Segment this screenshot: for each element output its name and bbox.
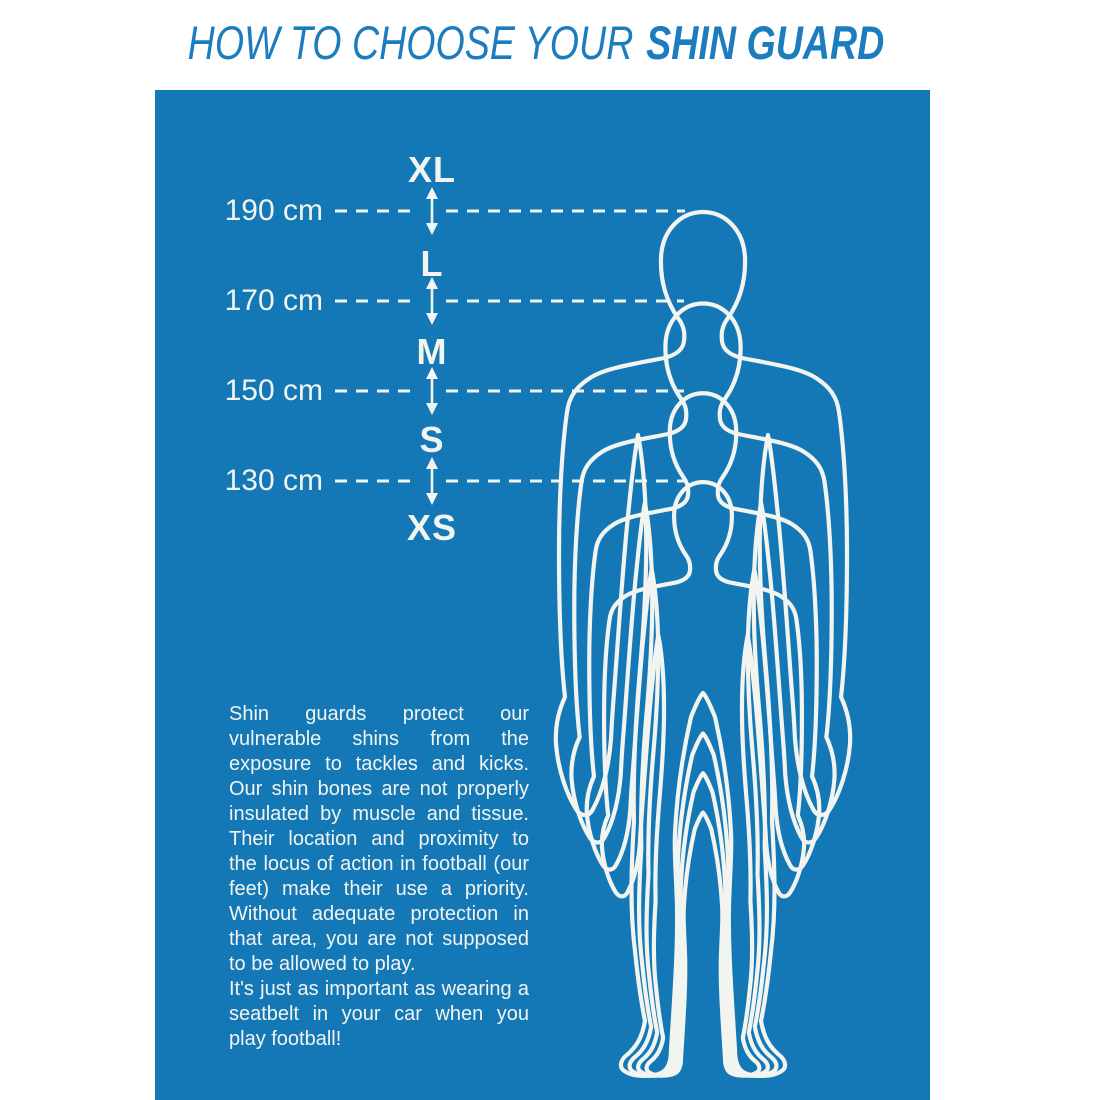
double-arrow-icon <box>426 367 438 415</box>
height-label-170: 170 cm <box>224 284 323 317</box>
description-text: Shin guards protect our vulnerable shins… <box>229 702 529 1052</box>
height-label-130: 130 cm <box>224 464 323 497</box>
size-chart-graphic <box>335 187 930 1100</box>
range-arrows <box>426 187 438 505</box>
height-label-190: 190 cm <box>224 194 323 227</box>
size-label-m: M <box>416 331 448 372</box>
title-product-name: SHIN GUARD <box>646 16 885 69</box>
page-title: HOW TO CHOOSE YOUR SHIN GUARD <box>107 16 965 70</box>
description-paragraph-1: Shin guards protect our vulnerable shins… <box>229 703 529 975</box>
title-prefix: HOW TO CHOOSE YOUR <box>187 16 634 69</box>
size-label-xs: XS <box>406 507 458 548</box>
size-guide-panel: XL L M S XS 190 cm 170 cm 150 cm 130 cm … <box>155 90 930 1100</box>
height-dashed-lines <box>335 209 685 483</box>
height-label-150: 150 cm <box>224 374 323 407</box>
size-label-l: L <box>420 243 444 284</box>
silhouette-xl <box>556 212 850 1076</box>
double-arrow-icon <box>426 277 438 325</box>
size-label-s: S <box>419 419 445 460</box>
size-label-xl: XL <box>407 149 456 190</box>
double-arrow-icon <box>426 457 438 505</box>
human-silhouettes <box>556 212 850 1076</box>
description-paragraph-2: It's just as important as wearing a seat… <box>229 978 529 1050</box>
double-arrow-icon <box>426 187 438 235</box>
silhouette-l <box>569 301 837 1078</box>
